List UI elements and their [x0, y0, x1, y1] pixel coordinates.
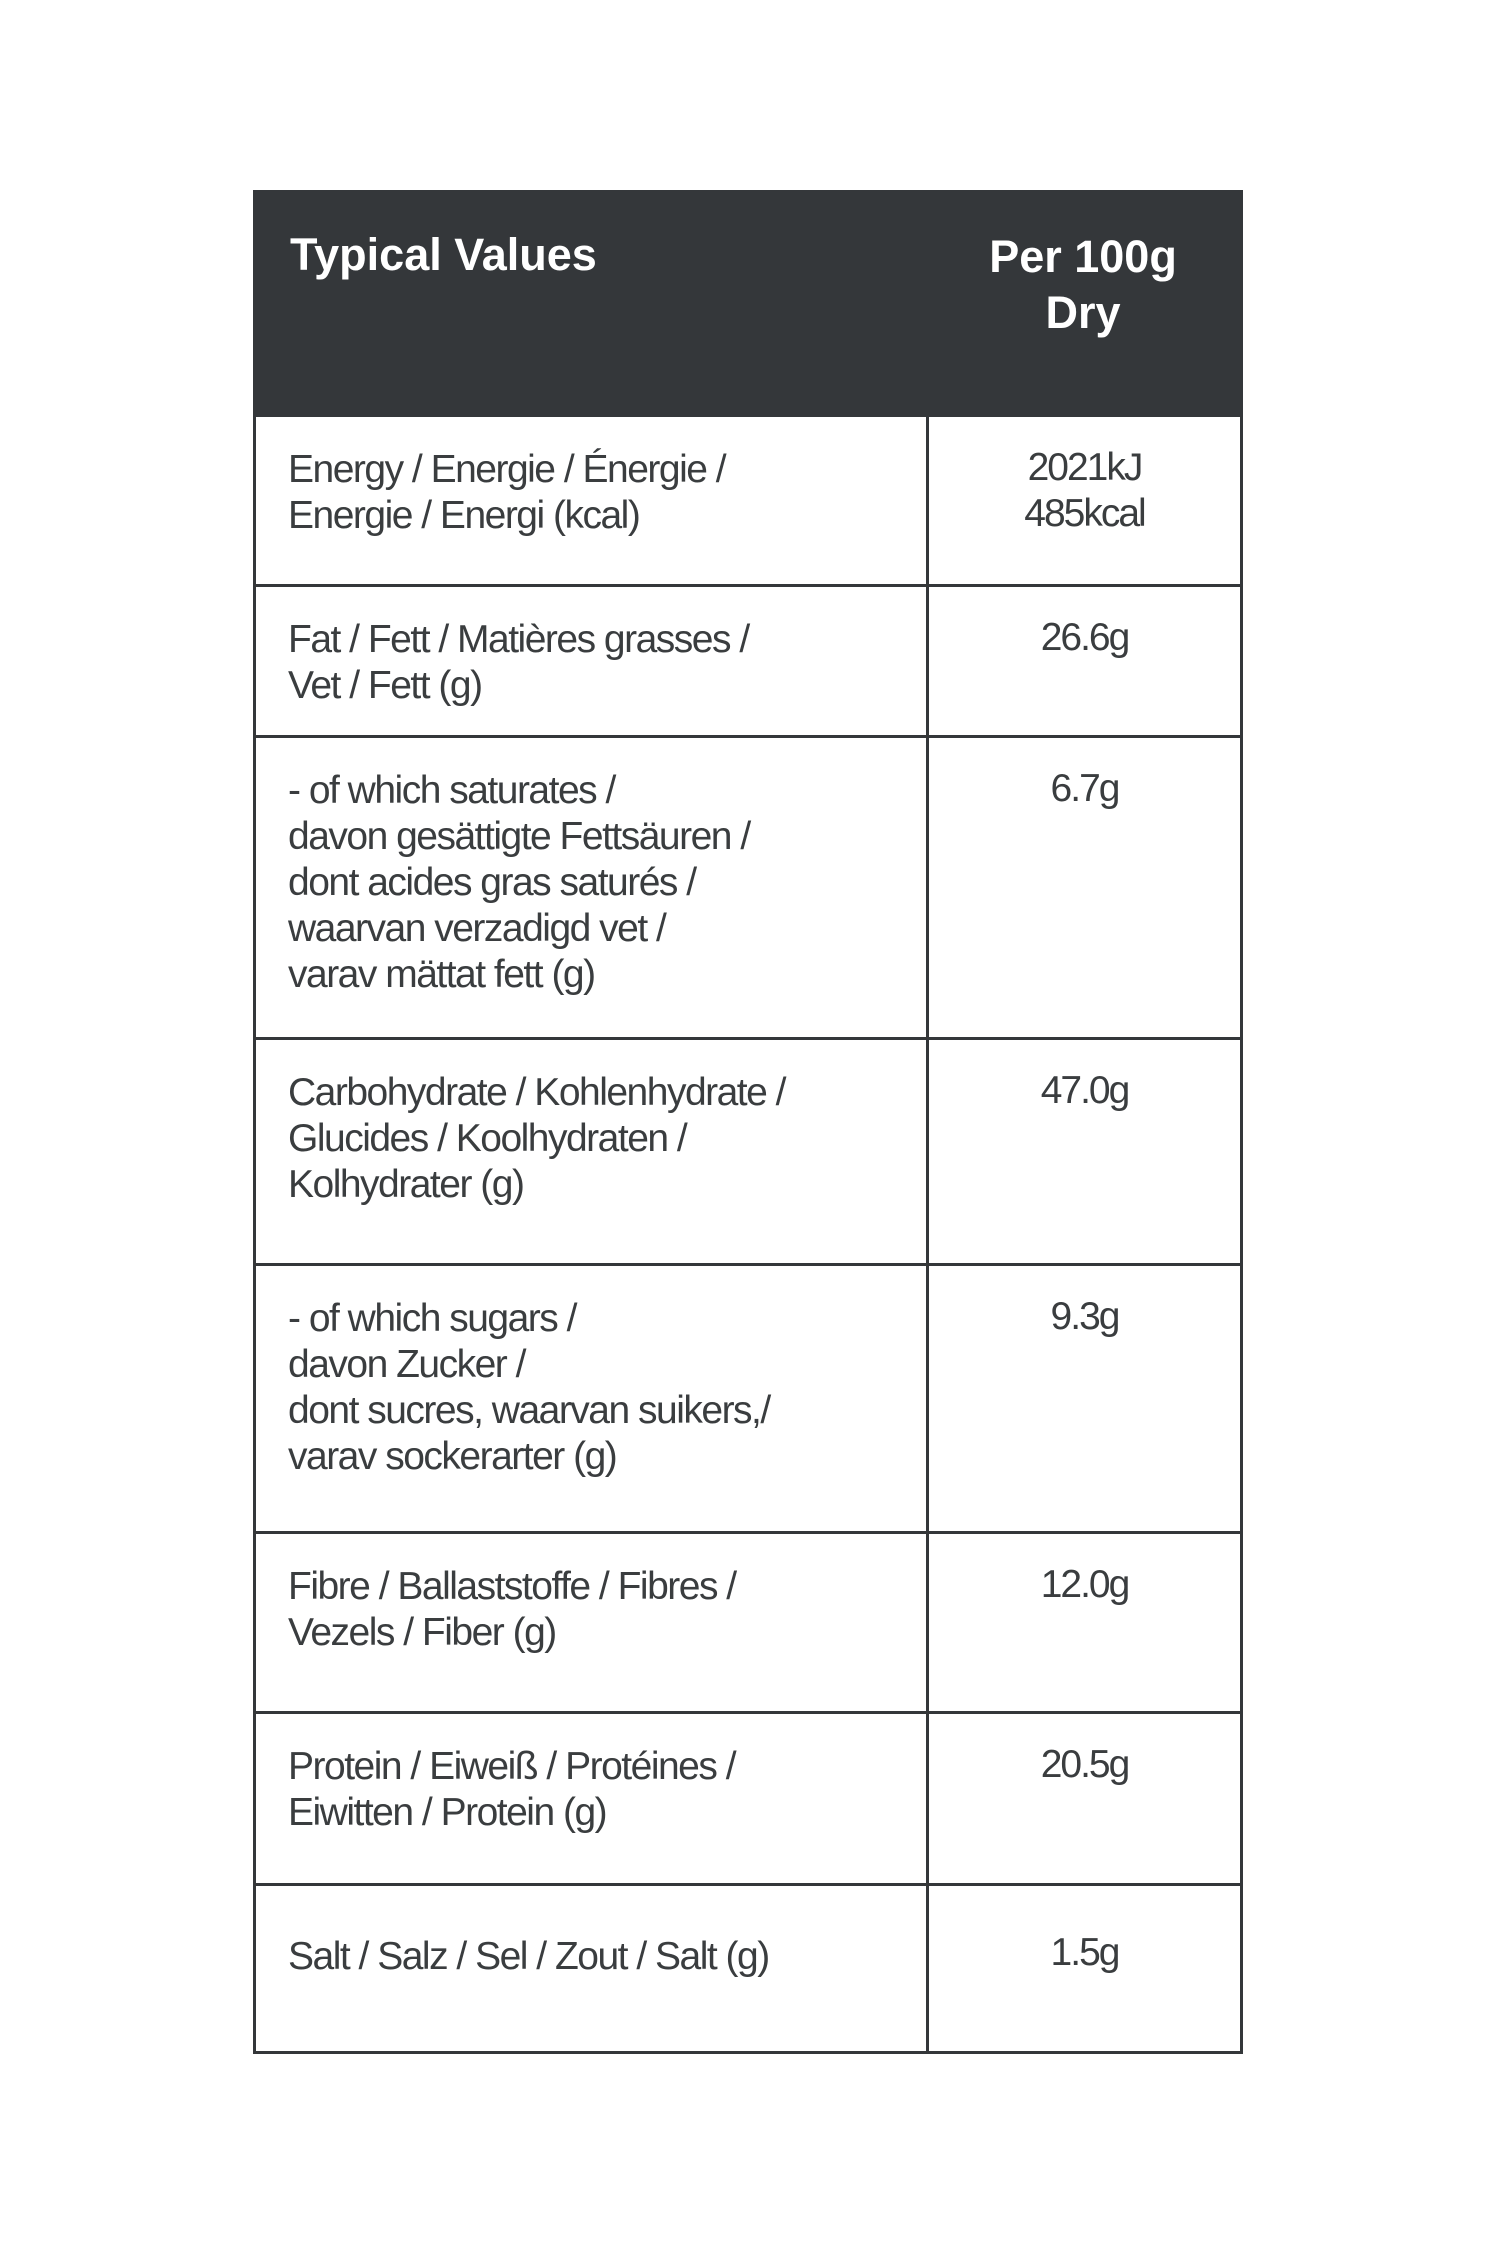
- label-line: davon gesättigte Fettsäuren /: [288, 815, 751, 858]
- table-header: Typical Values Per 100g Dry: [256, 193, 1240, 414]
- label-line: Salt / Salz / Sel / Zout / Salt (g): [288, 1935, 770, 1978]
- value-line: 2021kJ: [1027, 446, 1144, 489]
- value-line: 47.0g: [1040, 1069, 1131, 1112]
- label-line: Vet / Fett (g): [288, 664, 483, 707]
- value-line: 20.5g: [1040, 1743, 1131, 1786]
- table-row: Energy / Energie / Énergie / Energie / En…: [256, 414, 1240, 584]
- table-row: - of which saturates / davon gesättigte F…: [256, 735, 1240, 1037]
- nutrient-value: 6.7g: [929, 738, 1240, 1037]
- value-line: 26.6g: [1040, 616, 1131, 659]
- label-line: varav mättat fett (g): [288, 953, 596, 996]
- nutrient-label: Energy / Energie / Énergie / Energie / En…: [256, 417, 929, 584]
- nutrient-label: Fibre / Ballaststoffe / Fibres / Vezels /…: [256, 1534, 929, 1711]
- nutrient-label: Salt / Salz / Sel / Zout / Salt (g): [256, 1886, 929, 2051]
- value-line: 12.0g: [1040, 1563, 1131, 1606]
- table-row: Protein / Eiweiß / Protéines / Eiwitten /…: [256, 1711, 1240, 1883]
- header-value-line: Dry: [1045, 287, 1121, 338]
- header-value-line: Per 100g: [989, 231, 1177, 282]
- nutrient-label: Protein / Eiweiß / Protéines / Eiwitten /…: [256, 1714, 929, 1883]
- nutrition-table: Typical Values Per 100g Dry Energy / Ene…: [253, 190, 1243, 2054]
- label-line: Energie / Energi (kcal): [288, 494, 641, 537]
- nutrient-value: 2021kJ 485kcal: [929, 417, 1240, 584]
- label-line: Fat / Fett / Matières grasses /: [288, 618, 750, 661]
- label-line: dont sucres, waarvan suikers,/: [288, 1389, 771, 1432]
- label-line: Energy / Energie / Énergie /: [288, 448, 727, 491]
- label-line: Fibre / Ballaststoffe / Fibres /: [288, 1565, 737, 1608]
- value-line: 1.5g: [1050, 1931, 1121, 1974]
- value-line: 485kcal: [1024, 492, 1146, 535]
- label-line: Eiwitten / Protein (g): [288, 1791, 608, 1834]
- label-line: Vezels / Fiber (g): [288, 1611, 557, 1654]
- value-line: 6.7g: [1050, 767, 1121, 810]
- label-line: waarvan verzadigd vet /: [288, 907, 667, 950]
- label-line: Glucides / Koolhydraten /: [288, 1117, 688, 1160]
- nutrient-value: 9.3g: [929, 1266, 1240, 1531]
- label-line: Kolhydrater (g): [288, 1163, 525, 1206]
- table-row: - of which sugars / davon Zucker / dont su…: [256, 1263, 1240, 1531]
- value-line: 9.3g: [1050, 1295, 1121, 1338]
- table-row: Carbohydrate / Kohlenhydrate / Glucides /…: [256, 1037, 1240, 1263]
- label-line: - of which saturates /: [288, 769, 616, 812]
- table-row: Fibre / Ballaststoffe / Fibres / Vezels /…: [256, 1531, 1240, 1711]
- label-line: Protein / Eiweiß / Protéines /: [288, 1745, 737, 1788]
- nutrient-value: 1.5g: [929, 1886, 1240, 2051]
- header-value: Per 100g Dry: [926, 193, 1240, 414]
- nutrient-value: 20.5g: [929, 1714, 1240, 1883]
- label-line: - of which sugars /: [288, 1297, 577, 1340]
- nutrient-value: 12.0g: [929, 1534, 1240, 1711]
- label-line: Carbohydrate / Kohlenhydrate /: [288, 1071, 787, 1114]
- table-row: Salt / Salz / Sel / Zout / Salt (g) 1.5g: [256, 1883, 1240, 2051]
- nutrient-label: - of which saturates / davon gesättigte F…: [256, 738, 929, 1037]
- label-line: davon Zucker /: [288, 1343, 526, 1386]
- label-line: varav sockerarter (g): [288, 1435, 618, 1478]
- nutrient-value: 26.6g: [929, 587, 1240, 735]
- nutrient-label: Carbohydrate / Kohlenhydrate / Glucides /…: [256, 1040, 929, 1263]
- nutrient-value: 47.0g: [929, 1040, 1240, 1263]
- nutrient-label: Fat / Fett / Matières grasses / Vet / Fet…: [256, 587, 929, 735]
- table-row: Fat / Fett / Matières grasses / Vet / Fet…: [256, 584, 1240, 735]
- nutrient-label: - of which sugars / davon Zucker / dont su…: [256, 1266, 929, 1531]
- header-label: Typical Values: [290, 229, 597, 280]
- label-line: dont acides gras saturés /: [288, 861, 697, 904]
